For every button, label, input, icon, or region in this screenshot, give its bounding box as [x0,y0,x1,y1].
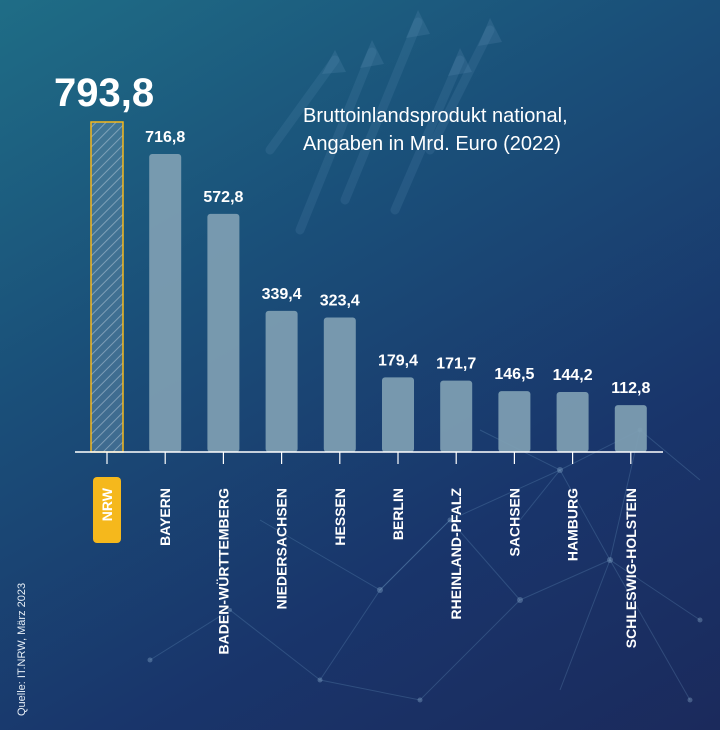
bar-bayern [149,154,182,452]
subtitle-line-1: Bruttoinlandsprodukt national, [303,105,568,127]
value-label: 171,7 [436,356,476,373]
subtitle-line-2: Angaben in Mrd. Euro (2022) [303,133,561,155]
bar-niedersachsen [265,310,298,452]
source-note: Quelle: IT.NRW, März 2023 [16,582,28,716]
rising-arrows-icon [265,17,495,235]
category-label: SCHLESWIG-HOLSTEIN [623,488,639,648]
bar-hessen [323,317,356,452]
value-label: 179,4 [378,352,418,369]
bar-hamburg [556,392,589,452]
value-label: 323,4 [320,293,360,310]
bar-schleswig-holstein [614,405,647,452]
category-label: BADEN-WÜRTTEMBERG [215,488,231,655]
category-label: SACHSEN [506,488,522,556]
category-label: BERLIN [390,488,406,540]
bar-berlin [382,377,414,452]
highlight-badge [93,477,121,543]
category-label: NRW [99,487,115,521]
chart-subtitle: Bruttoinlandsprodukt national, Angaben i… [303,102,683,158]
value-label: 339,4 [262,286,302,303]
value-label: 716,8 [145,129,185,146]
value-label: 112,8 [611,380,650,397]
category-label: RHEINLAND-PFALZ [448,488,464,620]
value-label: 572,8 [203,189,243,206]
bar-sachsen [498,391,531,452]
value-label: 144,2 [553,367,593,384]
bar-nrw [90,121,124,453]
network-pattern [149,429,701,701]
bar-rheinland-pfalz [440,380,473,452]
value-label: 793,8 [54,71,154,115]
category-label: HESSEN [332,488,348,546]
category-label: BAYERN [157,488,173,546]
category-label: NIEDERSACHSEN [274,488,290,609]
value-label: 146,5 [494,366,534,383]
category-label: HAMBURG [565,488,581,561]
bar-baden-württemberg [207,213,240,452]
